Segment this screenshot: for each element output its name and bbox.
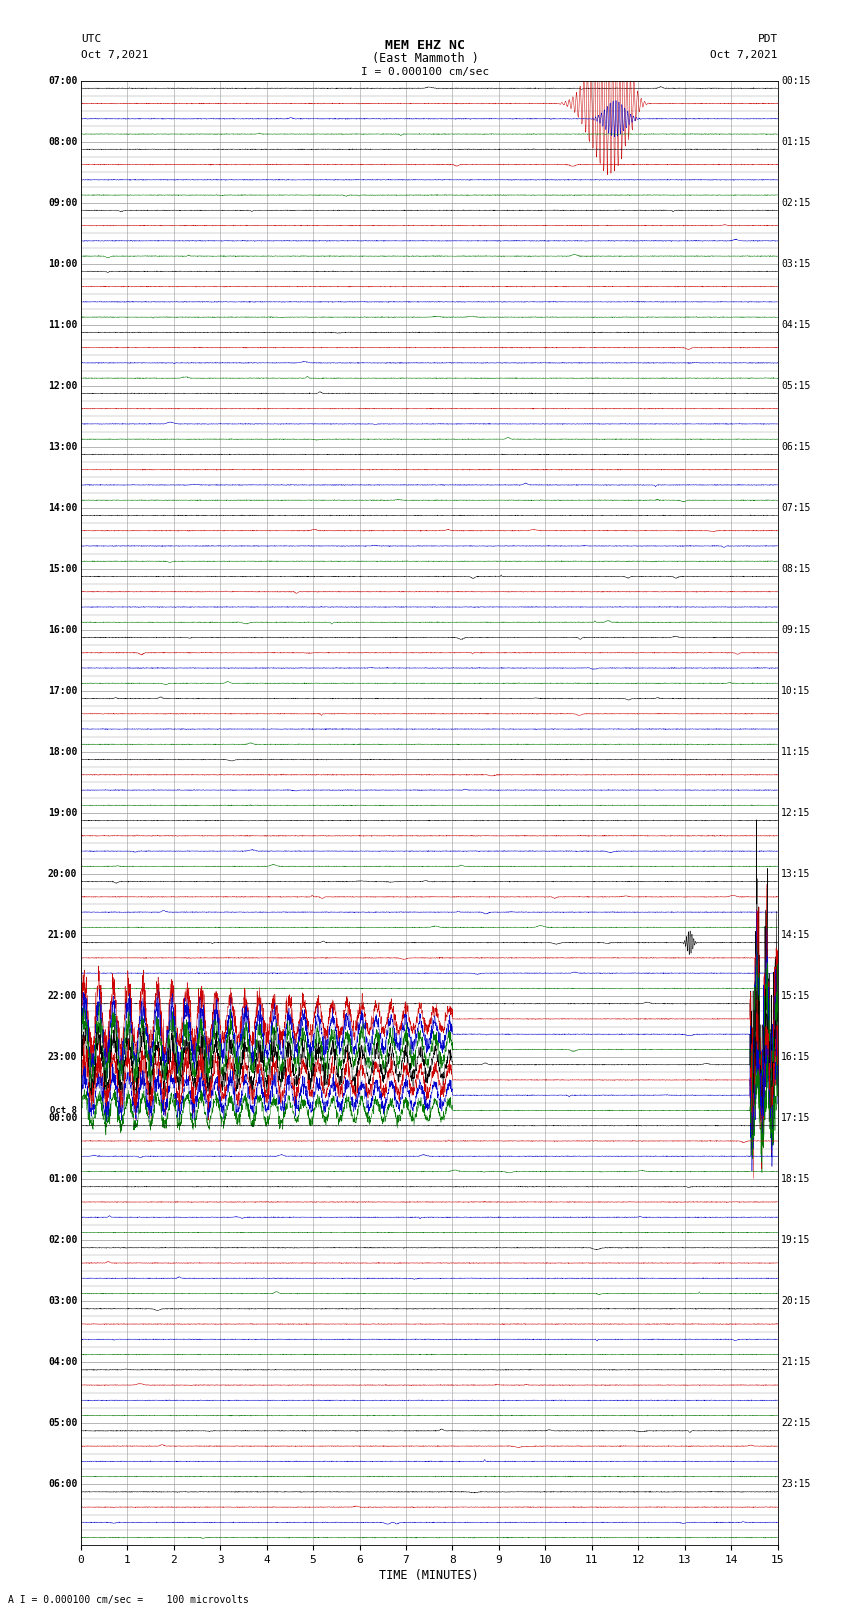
- Text: 17:00: 17:00: [48, 686, 77, 695]
- Text: 13:15: 13:15: [781, 869, 811, 879]
- Text: 07:15: 07:15: [781, 503, 811, 513]
- Text: 19:00: 19:00: [48, 808, 77, 818]
- Text: Oct 7,2021: Oct 7,2021: [711, 50, 778, 60]
- Text: I = 0.000100 cm/sec: I = 0.000100 cm/sec: [361, 68, 489, 77]
- Text: 14:15: 14:15: [781, 931, 811, 940]
- Text: PDT: PDT: [757, 34, 778, 44]
- Text: 04:00: 04:00: [48, 1357, 77, 1368]
- Text: 21:15: 21:15: [781, 1357, 811, 1368]
- Text: Oct 8: Oct 8: [50, 1107, 77, 1115]
- Text: 03:15: 03:15: [781, 258, 811, 269]
- Text: 01:15: 01:15: [781, 137, 811, 147]
- Text: 15:15: 15:15: [781, 990, 811, 1002]
- Text: 13:00: 13:00: [48, 442, 77, 452]
- Text: 02:00: 02:00: [48, 1236, 77, 1245]
- Text: MEM EHZ NC: MEM EHZ NC: [385, 39, 465, 52]
- Text: 22:15: 22:15: [781, 1418, 811, 1428]
- Text: 12:00: 12:00: [48, 381, 77, 390]
- Text: 07:00: 07:00: [48, 76, 77, 85]
- Text: 02:15: 02:15: [781, 198, 811, 208]
- Text: 11:15: 11:15: [781, 747, 811, 756]
- Text: 23:00: 23:00: [48, 1052, 77, 1061]
- Text: 00:00: 00:00: [48, 1113, 77, 1123]
- Text: 08:15: 08:15: [781, 565, 811, 574]
- Text: A I = 0.000100 cm/sec =    100 microvolts: A I = 0.000100 cm/sec = 100 microvolts: [8, 1595, 249, 1605]
- Text: 17:15: 17:15: [781, 1113, 811, 1123]
- Text: (East Mammoth ): (East Mammoth ): [371, 52, 479, 65]
- Text: 10:15: 10:15: [781, 686, 811, 695]
- Text: 16:00: 16:00: [48, 624, 77, 636]
- Text: 06:15: 06:15: [781, 442, 811, 452]
- Text: 22:00: 22:00: [48, 990, 77, 1002]
- Text: 20:15: 20:15: [781, 1297, 811, 1307]
- Text: 23:15: 23:15: [781, 1479, 811, 1489]
- Text: 00:15: 00:15: [781, 76, 811, 85]
- Text: 09:00: 09:00: [48, 198, 77, 208]
- Text: 20:00: 20:00: [48, 869, 77, 879]
- Text: 08:00: 08:00: [48, 137, 77, 147]
- X-axis label: TIME (MINUTES): TIME (MINUTES): [379, 1569, 479, 1582]
- Text: 01:00: 01:00: [48, 1174, 77, 1184]
- Text: 10:00: 10:00: [48, 258, 77, 269]
- Text: 15:00: 15:00: [48, 565, 77, 574]
- Text: 18:00: 18:00: [48, 747, 77, 756]
- Text: Oct 7,2021: Oct 7,2021: [81, 50, 148, 60]
- Text: 05:15: 05:15: [781, 381, 811, 390]
- Text: 11:00: 11:00: [48, 319, 77, 329]
- Text: 19:15: 19:15: [781, 1236, 811, 1245]
- Text: 04:15: 04:15: [781, 319, 811, 329]
- Text: 14:00: 14:00: [48, 503, 77, 513]
- Text: 21:00: 21:00: [48, 931, 77, 940]
- Text: 05:00: 05:00: [48, 1418, 77, 1428]
- Text: UTC: UTC: [81, 34, 101, 44]
- Text: 16:15: 16:15: [781, 1052, 811, 1061]
- Text: 18:15: 18:15: [781, 1174, 811, 1184]
- Text: 09:15: 09:15: [781, 624, 811, 636]
- Text: 12:15: 12:15: [781, 808, 811, 818]
- Text: 06:00: 06:00: [48, 1479, 77, 1489]
- Text: 03:00: 03:00: [48, 1297, 77, 1307]
